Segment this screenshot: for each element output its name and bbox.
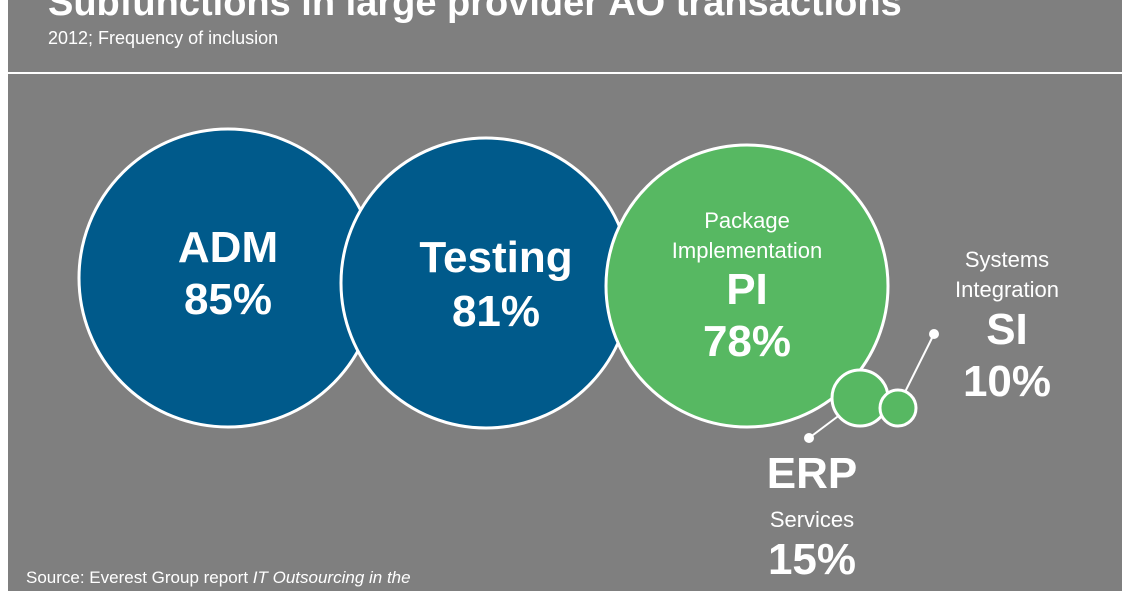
source-prefix: Source: Everest Group report bbox=[26, 568, 253, 587]
bubble-chart bbox=[77, 127, 939, 443]
title-divider bbox=[8, 72, 1122, 74]
bubble-si bbox=[878, 388, 918, 428]
chart-title: Subfunctions in large provider AO transa… bbox=[48, 0, 902, 24]
pi-value: 78% bbox=[702, 317, 792, 366]
adm-label: ADM bbox=[177, 223, 279, 272]
si-value: 10% bbox=[962, 357, 1052, 406]
si-fullname: Systems Integration bbox=[955, 247, 1059, 302]
si-connector-dot bbox=[929, 329, 939, 339]
pi-label: PI bbox=[726, 265, 768, 314]
erp-label: ERP bbox=[766, 449, 858, 498]
testing-label: Testing bbox=[419, 233, 573, 282]
source-note: Source: Everest Group report IT Outsourc… bbox=[26, 568, 411, 588]
source-report-title: IT Outsourcing in the bbox=[252, 568, 411, 587]
chart-panel: Subfunctions in large provider AO transa… bbox=[8, 0, 1122, 591]
si-label: SI bbox=[986, 305, 1028, 354]
pi-fullname: Package Implementation bbox=[671, 208, 823, 263]
chart-subtitle: 2012; Frequency of inclusion bbox=[48, 28, 279, 48]
erp-fullname: Services bbox=[769, 507, 855, 532]
adm-value: 85% bbox=[183, 275, 273, 324]
bubble-erp bbox=[830, 368, 890, 428]
erp-value: 15% bbox=[767, 535, 857, 584]
testing-value: 81% bbox=[451, 287, 541, 336]
bubble-pi bbox=[604, 143, 890, 429]
erp-connector-dot bbox=[804, 433, 814, 443]
bubble-testing bbox=[339, 136, 633, 430]
